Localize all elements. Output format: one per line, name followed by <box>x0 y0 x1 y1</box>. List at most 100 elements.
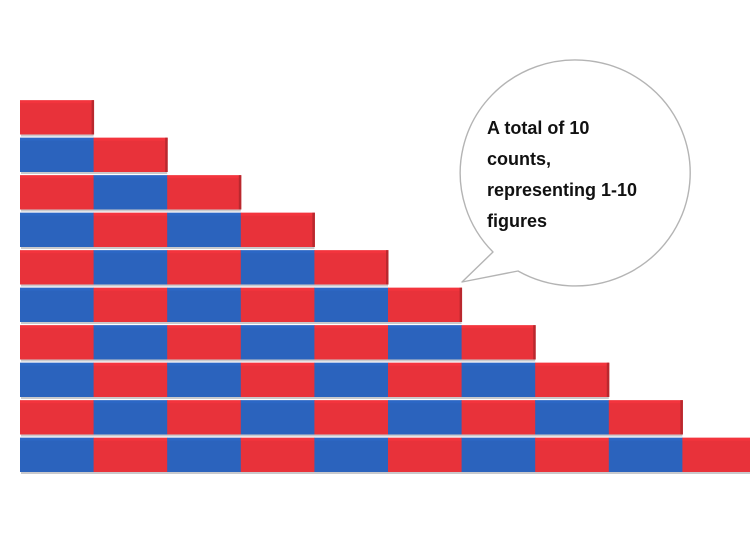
segment-highlight <box>314 437 389 441</box>
segment-highlight <box>535 362 610 366</box>
rod-end-face <box>91 100 95 135</box>
segment-highlight <box>93 212 168 216</box>
red-segment <box>240 212 315 247</box>
segment-highlight <box>461 325 536 329</box>
rod-end-face <box>312 212 315 247</box>
blue-segment <box>167 362 242 397</box>
segment-highlight <box>93 137 168 141</box>
segment-highlight <box>388 325 462 329</box>
segment-highlight <box>240 325 315 329</box>
segment-highlight <box>93 437 168 441</box>
blue-segment <box>167 287 242 322</box>
rod-shadow <box>21 396 609 399</box>
red-segment <box>93 137 168 172</box>
blue-segment <box>314 437 389 472</box>
red-segment <box>93 362 168 397</box>
red-segment <box>388 287 462 322</box>
segment-highlight <box>20 287 94 291</box>
rod-5 <box>20 250 389 287</box>
segment-highlight <box>93 362 168 366</box>
segment-highlight <box>93 250 168 254</box>
red-segment <box>20 325 94 360</box>
red-segment <box>20 175 94 210</box>
rod-shadow <box>21 433 683 437</box>
segment-highlight <box>20 325 94 329</box>
red-segment <box>388 362 462 397</box>
blue-segment <box>93 325 168 360</box>
segment-highlight <box>535 437 610 441</box>
blue-segment <box>314 362 389 397</box>
segment-highlight <box>167 437 242 441</box>
segment-highlight <box>314 250 389 254</box>
segment-highlight <box>314 400 389 404</box>
blue-segment <box>608 437 683 472</box>
segment-highlight <box>388 437 462 441</box>
segment-highlight <box>20 100 94 104</box>
red-segment <box>167 325 242 360</box>
blue-segment <box>240 400 315 435</box>
red-segment <box>535 437 610 472</box>
segment-highlight <box>167 287 242 291</box>
segment-highlight <box>167 175 242 179</box>
rod-shadow <box>21 208 241 212</box>
segment-highlight <box>535 400 610 404</box>
segment-highlight <box>608 437 683 441</box>
red-segment <box>461 325 536 360</box>
bubble-line-1: A total of 10 <box>487 118 590 138</box>
blue-segment <box>535 400 610 435</box>
rod-staircase <box>20 100 750 474</box>
rod-shadow <box>21 171 168 174</box>
blue-segment <box>314 287 389 322</box>
red-segment <box>314 250 389 285</box>
bubble-line-3: representing 1-10 <box>487 180 638 200</box>
rod-4 <box>20 212 315 249</box>
red-segment <box>20 100 94 135</box>
red-segment <box>535 362 610 397</box>
segment-highlight <box>608 400 683 404</box>
segment-highlight <box>167 212 242 216</box>
blue-segment <box>167 212 242 247</box>
segment-highlight <box>388 362 462 366</box>
rod-end-face <box>165 137 168 172</box>
rod-end-face <box>386 250 389 285</box>
blue-segment <box>461 362 536 397</box>
rod-end-face <box>533 325 536 360</box>
segment-highlight <box>167 325 242 329</box>
segment-highlight <box>240 437 315 441</box>
segment-highlight <box>240 287 315 291</box>
blue-segment <box>20 287 94 322</box>
segment-highlight <box>20 400 94 404</box>
rod-2 <box>20 137 168 174</box>
segment-highlight <box>20 362 94 366</box>
blue-segment <box>93 400 168 435</box>
red-segment <box>608 400 683 435</box>
segment-highlight <box>93 400 168 404</box>
rod-end-face <box>238 175 242 210</box>
segment-highlight <box>20 437 94 441</box>
rod-1 <box>20 100 95 137</box>
red-segment <box>167 400 242 435</box>
blue-segment <box>388 325 462 360</box>
bubble-line-4: figures <box>487 211 548 231</box>
rod-shadow <box>21 283 388 287</box>
red-segment <box>93 287 168 322</box>
rod-7 <box>20 325 536 362</box>
rod-8 <box>20 362 610 399</box>
segment-highlight <box>388 287 462 291</box>
rod-9 <box>20 400 683 437</box>
blue-segment <box>20 212 94 247</box>
segment-highlight <box>461 362 536 366</box>
blue-segment <box>461 437 536 472</box>
rod-6 <box>20 287 463 324</box>
blue-segment <box>93 175 168 210</box>
rod-end-face <box>606 362 610 397</box>
blue-segment <box>20 437 94 472</box>
red-segment <box>20 400 94 435</box>
blue-segment <box>240 250 315 285</box>
red-segment <box>388 437 462 472</box>
speech-bubble <box>459 59 691 287</box>
rod-shadow <box>21 358 536 362</box>
segment-highlight <box>93 287 168 291</box>
red-segment <box>240 362 315 397</box>
